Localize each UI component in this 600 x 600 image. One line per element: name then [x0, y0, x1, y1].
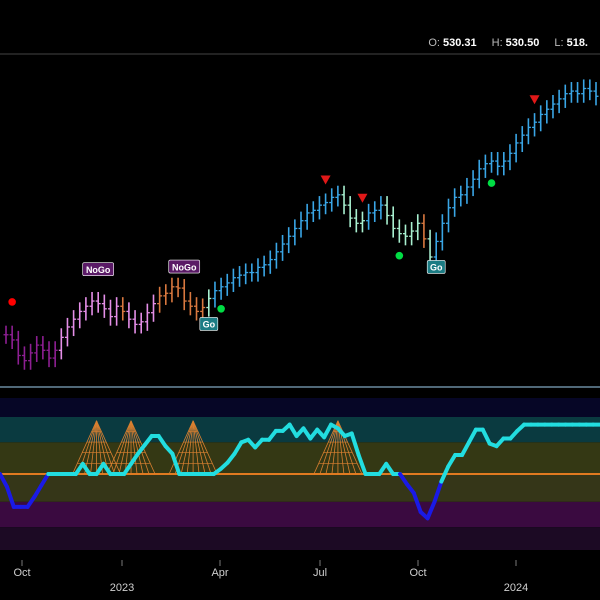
trend-label: Go [203, 320, 216, 330]
x-tick-label: Jul [313, 567, 327, 579]
osc-band [0, 501, 600, 528]
osc-line-segment [480, 427, 492, 446]
x-tick-label: 2023 [110, 582, 134, 594]
gofan-line [72, 420, 97, 475]
gofan-line [325, 420, 339, 475]
osc-line-segment [129, 451, 140, 466]
osc-line-segment [39, 472, 51, 488]
gofan-line [106, 420, 132, 475]
x-tick-label: Oct [13, 567, 30, 579]
osc-line-segment [170, 451, 182, 476]
osc-line-segment [356, 453, 368, 476]
ohlc-readout: O: 530.31 H: 530.50 L: 518. [428, 37, 600, 49]
countertrend-triangle [529, 95, 540, 105]
price-pane[interactable]: NoGo NoGo Go Go [3, 79, 599, 370]
trend-label-box [168, 259, 201, 274]
osc-line-segment [101, 461, 113, 476]
osc-line-segment [460, 440, 471, 457]
osc-line-segment [25, 494, 37, 509]
osc-line-segment [0, 472, 9, 489]
gofan-line [192, 420, 218, 475]
x-tick-label: 2024 [504, 582, 528, 594]
trend-label: NoGo [172, 262, 197, 272]
open-value: 530.31 [442, 37, 477, 49]
trend-label-box [82, 262, 114, 276]
signal-dot [217, 305, 225, 313]
gofan-line [96, 420, 121, 475]
osc-band [0, 442, 600, 474]
gofan-line [130, 420, 144, 475]
osc-line-segment [425, 499, 437, 521]
gofan-line [96, 420, 115, 475]
gofan-line [130, 420, 150, 475]
open-key: O: [428, 37, 440, 49]
osc-line-segment [287, 422, 299, 438]
osc-line-segment [4, 484, 16, 509]
countertrend-triangle [357, 193, 368, 203]
low-key: L: [554, 37, 564, 49]
gofan-line [168, 420, 194, 475]
gofan-line [319, 420, 339, 475]
countertrend-triangle [320, 175, 331, 185]
osc-band [0, 398, 600, 417]
osc-line-segment [466, 427, 478, 445]
oscillator-pane[interactable] [0, 398, 600, 550]
signal-dot [8, 298, 16, 306]
high-key: H: [491, 37, 503, 49]
gofan-line [186, 420, 194, 475]
gofan-line [192, 420, 206, 475]
osc-line-segment [446, 453, 458, 469]
gofan-line [192, 420, 212, 475]
signal-dot [487, 179, 496, 187]
osc-line-segment [80, 461, 92, 476]
gofan-line [130, 420, 138, 475]
trend-label: Go [430, 263, 443, 273]
gofan-line [118, 420, 132, 475]
gofan-line [180, 420, 194, 475]
signal-dot [395, 251, 404, 260]
x-tick-label: Oct [409, 567, 426, 579]
gofan-line [90, 420, 97, 475]
gofan-line [337, 420, 363, 475]
osc-line-segment [411, 491, 423, 514]
gofan-line [84, 420, 97, 475]
x-tick-label: Apr [211, 567, 228, 579]
gofan-line [313, 420, 339, 475]
osc-line-segment [232, 440, 244, 456]
gofan-line [112, 420, 132, 475]
osc-line-segment [398, 472, 409, 487]
gofan-line [124, 420, 132, 475]
trend-label: NoGo [86, 265, 111, 275]
osc-line-segment [349, 431, 361, 457]
osc-line-segment [122, 461, 134, 476]
osc-band [0, 527, 600, 550]
osc-line-segment [384, 461, 396, 476]
trend-label-box [426, 260, 446, 274]
osc-line-segment [322, 422, 334, 440]
low-value: 518. [566, 37, 588, 49]
high-value: 530.50 [505, 37, 540, 49]
x-axis: Oct 2023 Apr Jul Oct 2024 [13, 560, 528, 594]
osc-line-segment [439, 464, 451, 484]
osc-line-segment [32, 483, 44, 499]
osc-band [0, 474, 600, 502]
trend-label-box [199, 317, 219, 331]
osc-line-segment [432, 479, 444, 504]
osc-line-segment [156, 434, 168, 449]
gofan-line [192, 420, 200, 475]
